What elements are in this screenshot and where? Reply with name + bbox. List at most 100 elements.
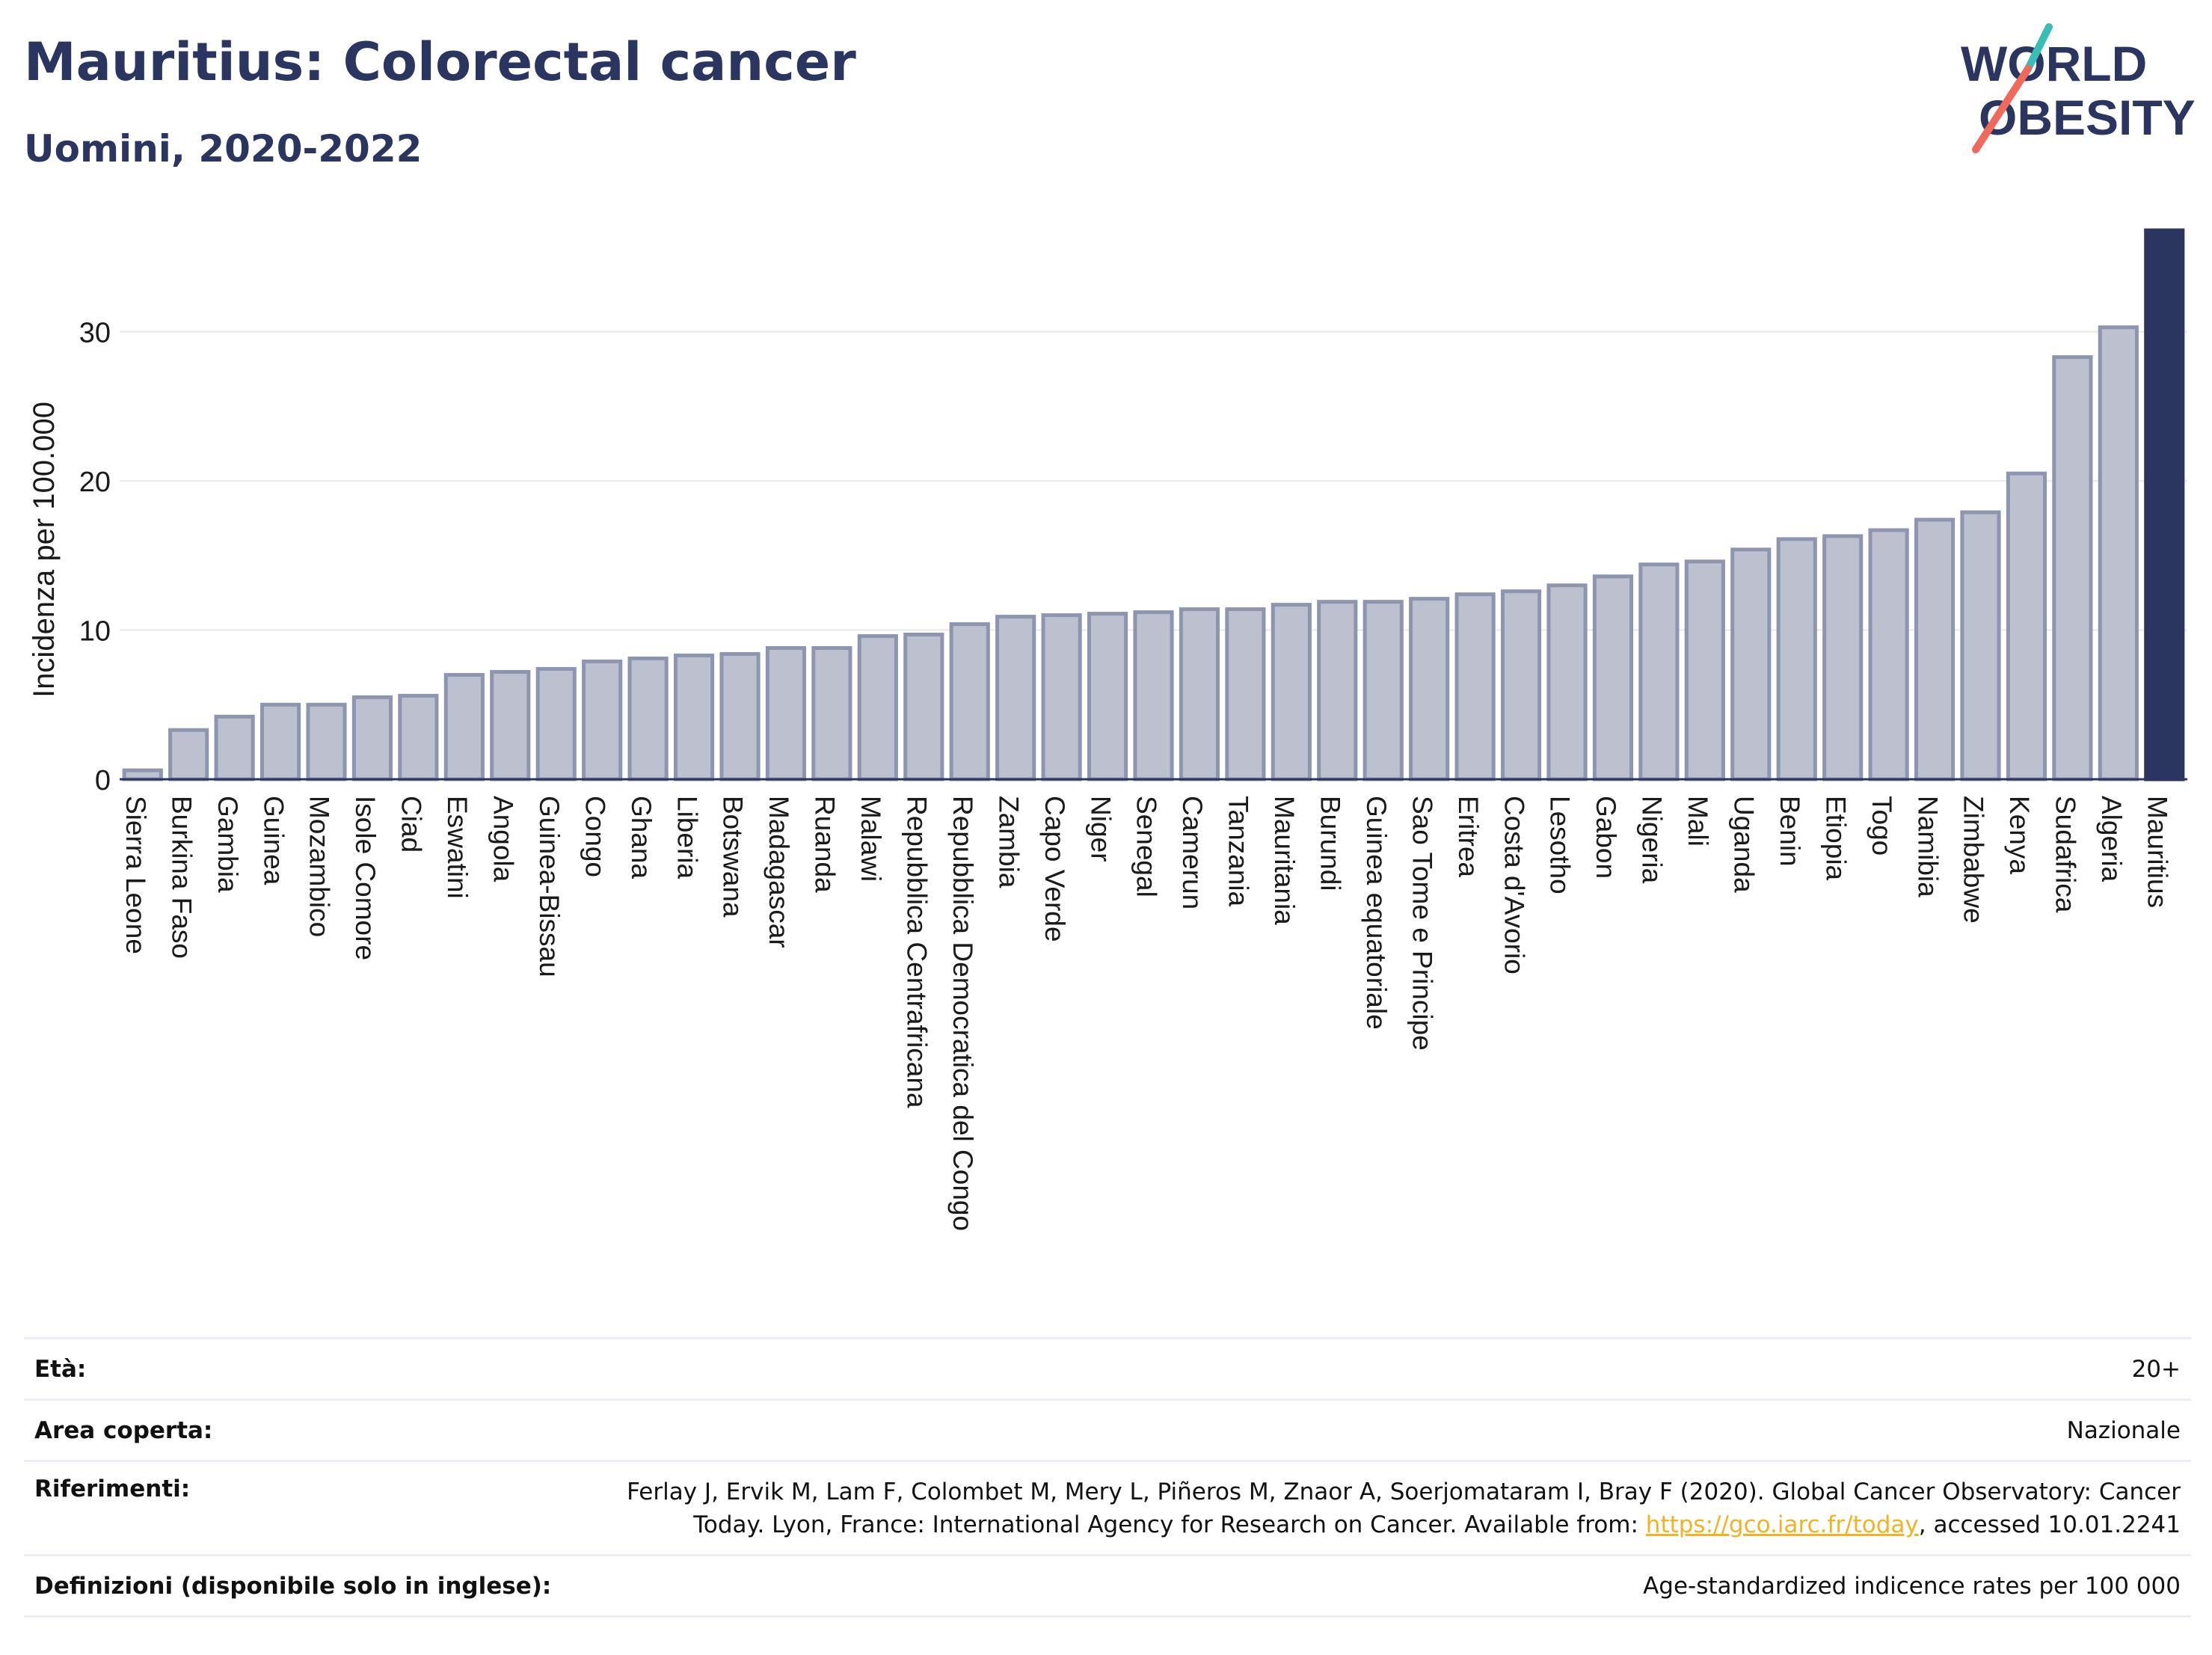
x-tick-label: Kenya xyxy=(2004,796,2035,874)
bar-lesotho xyxy=(1546,583,1588,782)
x-tick-label: Lesotho xyxy=(1545,796,1576,894)
bar-senegal xyxy=(1133,610,1174,782)
bar-eritrea xyxy=(1454,592,1496,782)
bar-repubblica-democratica-del-congo xyxy=(949,622,990,782)
x-tick-label: Togo xyxy=(1867,796,1897,856)
x-tick-label: Senegal xyxy=(1131,796,1162,897)
bar-ghana xyxy=(627,656,669,782)
bar-isole-comore xyxy=(351,695,393,782)
x-tick-label: Costa d'Avorio xyxy=(1499,796,1529,974)
bar-malawi xyxy=(857,634,898,782)
definitions-value: Age-standardized indicence rates per 100… xyxy=(1643,1573,2181,1600)
bar-repubblica-centrafricana xyxy=(903,633,944,782)
bar-niger xyxy=(1087,612,1128,782)
bar-guinea-equatoriale xyxy=(1362,600,1404,782)
x-tick-label: Burkina Faso xyxy=(166,796,197,959)
bar-guinea-bissau xyxy=(535,666,577,782)
logo-line2: OBESITY xyxy=(1979,90,2196,145)
info-table: Età: 20+ Area coperta: Nazionale Riferim… xyxy=(24,1337,2191,1618)
bars xyxy=(122,228,2185,782)
x-tick-label: Benin xyxy=(1775,796,1805,867)
bar-zimbabwe xyxy=(1960,510,2001,782)
bar-botswana xyxy=(719,651,761,782)
x-tick-label: Guinea xyxy=(258,796,289,885)
definitions-label: Definizioni (disponibile solo in inglese… xyxy=(34,1573,552,1600)
x-tick-label: Congo xyxy=(580,796,610,877)
x-tick-label: Eritrea xyxy=(1453,796,1484,877)
bar-liberia xyxy=(673,653,715,782)
x-tick-label: Botswana xyxy=(718,796,749,918)
x-tick-label: Sao Tome e Principe xyxy=(1407,796,1437,1051)
bar-burundi xyxy=(1317,600,1358,782)
x-tick-label: Repubblica Democratica del Congo xyxy=(947,796,978,1231)
bar-ruanda xyxy=(811,645,852,782)
info-row-age: Età: 20+ xyxy=(24,1339,2191,1401)
bar-mauritius xyxy=(2144,228,2185,782)
x-tick-label: Mozambico xyxy=(304,796,335,937)
bar-capo-verde xyxy=(1041,613,1082,782)
bar-togo xyxy=(1868,528,1909,782)
y-tick-label: 20 xyxy=(79,467,111,498)
y-tick-label: 30 xyxy=(79,318,111,349)
bar-gabon xyxy=(1592,574,1634,782)
y-tick-label: 0 xyxy=(95,765,111,796)
bar-kenya xyxy=(2006,471,2047,782)
bar-sudafrica xyxy=(2052,355,2093,782)
bar-etiopia xyxy=(1822,534,1864,782)
x-tick-label: Angola xyxy=(488,796,518,882)
x-tick-label: Ciad xyxy=(396,796,427,853)
x-tick-label: Mauritania xyxy=(1269,796,1300,925)
bar-sao-tome-e-principe xyxy=(1409,597,1450,782)
x-tick-label: Mauritius xyxy=(2142,796,2172,908)
bar-congo xyxy=(582,659,623,782)
references-value: Ferlay J, Ervik M, Lam F, Colombet M, Me… xyxy=(610,1476,2181,1541)
bar-mauritania xyxy=(1271,603,1312,782)
x-tick-label: Capo Verde xyxy=(1039,796,1070,942)
age-value: 20+ xyxy=(2131,1356,2181,1383)
bar-angola xyxy=(490,669,531,782)
area-label: Area coperta: xyxy=(34,1417,213,1444)
bar-namibia xyxy=(1914,518,1956,782)
bar-ciad xyxy=(398,693,439,782)
x-tick-label: Malawi xyxy=(855,796,886,882)
bar-eswatini xyxy=(443,672,485,782)
bar-mali xyxy=(1684,559,1725,782)
age-label: Età: xyxy=(34,1356,87,1383)
x-tick-label: Zimbabwe xyxy=(1958,796,1989,924)
bar-nigeria xyxy=(1638,562,1680,782)
world-obesity-logo: WORLD OBESITY xyxy=(1961,23,2196,153)
x-tick-label: Isole Comore xyxy=(350,796,381,960)
x-tick-label: Mali xyxy=(1683,796,1713,847)
x-tick-label: Ghana xyxy=(626,796,657,879)
references-link[interactable]: https://gco.iarc.fr/today xyxy=(1645,1511,1919,1538)
x-tick-label: Gabon xyxy=(1591,796,1621,879)
bar-zambia xyxy=(995,615,1036,782)
bar-uganda xyxy=(1730,547,1772,782)
bar-chart: 0 10 20 30 Sierra Leone Burkina Faso Gambia Gu… xyxy=(28,228,2187,1231)
logo-slash-teal xyxy=(2024,23,2053,73)
info-row-definitions: Definizioni (disponibile solo in inglese… xyxy=(24,1556,2191,1618)
x-tick-label: Guinea-Bissau xyxy=(534,796,565,977)
y-axis-label: Incidenza per 100.000 xyxy=(28,402,61,698)
x-tick-labels: Sierra Leone Burkina Faso Gambia Guinea Moza… xyxy=(120,796,2173,1231)
x-tick-label: Uganda xyxy=(1728,796,1759,893)
x-tick-label: Camerun xyxy=(1177,796,1208,909)
x-tick-label: Ruanda xyxy=(810,796,841,893)
bar-costa-d-avorio xyxy=(1500,589,1542,782)
x-tick-label: Etiopia xyxy=(1820,796,1851,881)
x-tick-label: Gambia xyxy=(212,796,243,893)
x-tick-label: Nigeria xyxy=(1637,796,1668,884)
references-text: Ferlay J, Ervik M, Lam F, Colombet M, Me… xyxy=(627,1479,2181,1538)
bar-tanzania xyxy=(1225,607,1266,782)
page-subtitle: Uomini, 2020-2022 xyxy=(24,127,423,171)
x-tick-label: Burundi xyxy=(1315,796,1345,891)
x-tick-label: Liberia xyxy=(672,796,702,879)
x-tick-label: Namibia xyxy=(1912,796,1943,897)
y-tick-label: 10 xyxy=(79,616,111,648)
x-tick-label: Zambia xyxy=(993,796,1024,888)
x-tick-label: Sudafrica xyxy=(2050,796,2081,913)
bar-mozambico xyxy=(306,702,347,782)
x-tick-label: Sierra Leone xyxy=(120,796,151,954)
bar-burkina-faso xyxy=(168,728,209,782)
logo-line1: WORLD xyxy=(1961,36,2147,91)
